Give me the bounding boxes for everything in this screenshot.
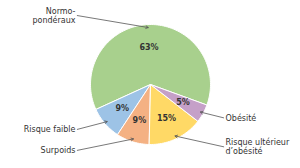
svg-text:Obésité: Obésité [226,113,257,123]
svg-text:9%: 9% [133,116,147,125]
svg-text:63%: 63% [139,43,158,52]
svg-text:5%: 5% [176,98,190,107]
svg-text:Risque faible: Risque faible [24,125,76,134]
svg-text:Surpoids: Surpoids [41,146,76,155]
svg-text:Risque ultérieurd’obésité: Risque ultérieurd’obésité [226,137,290,156]
svg-text:Normo-pondéraux: Normo-pondéraux [32,7,75,25]
svg-text:15%: 15% [157,114,176,123]
svg-text:9%: 9% [115,104,129,113]
